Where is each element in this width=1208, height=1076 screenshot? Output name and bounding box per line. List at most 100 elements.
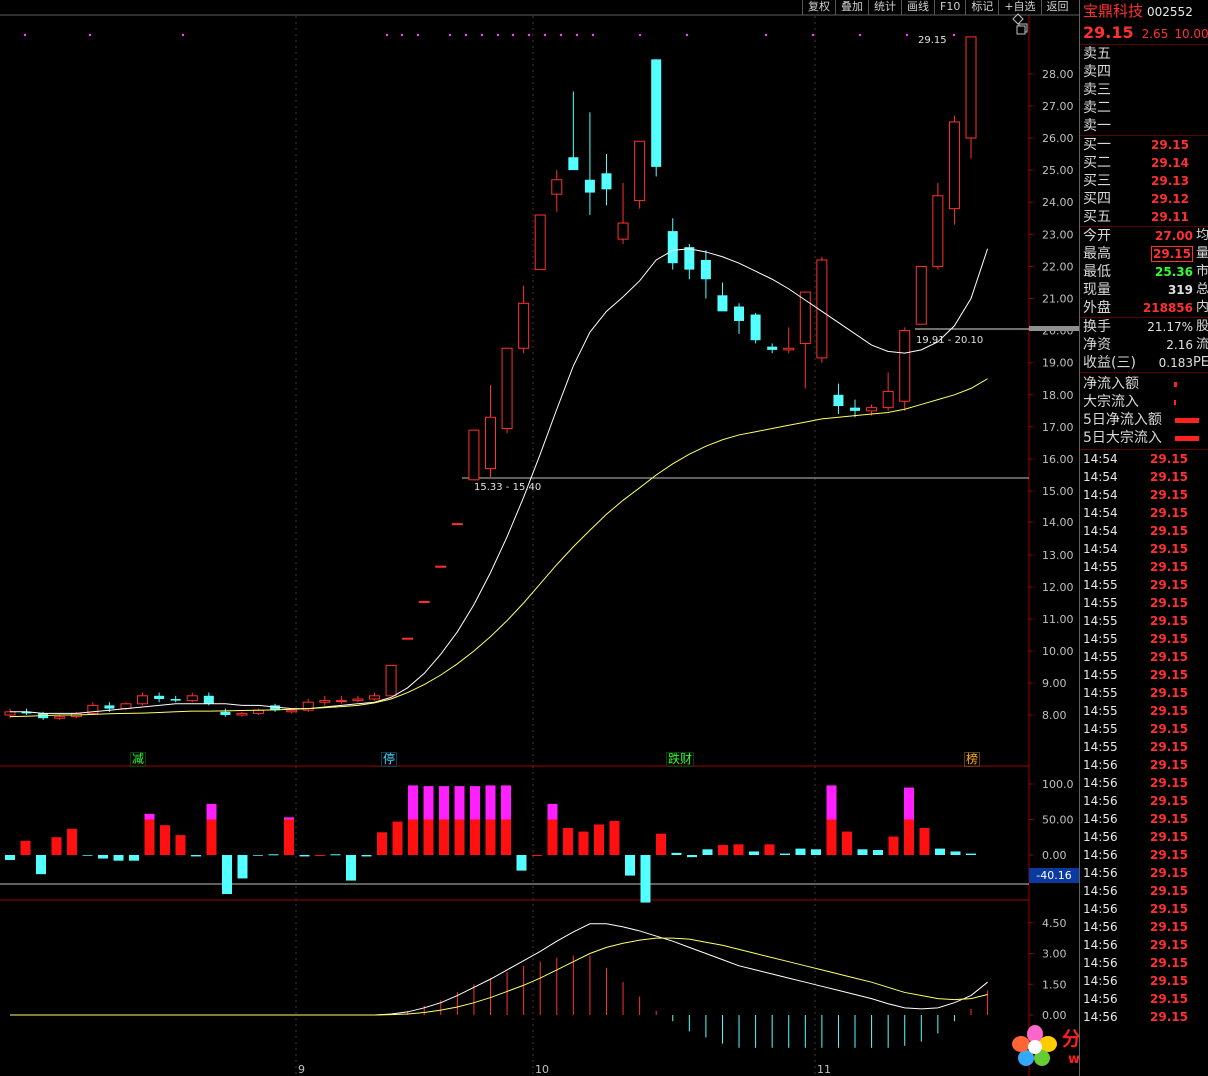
flow-label: 5日净流入额 (1083, 412, 1162, 428)
tick-time: 14:56 (1083, 992, 1118, 1006)
tick-list[interactable]: 14:54 29.15 14:54 29.15 14:54 29.15 14:54 29.15… (1080, 450, 1208, 1026)
candle-body (816, 259, 828, 359)
toolbar-mark-button[interactable]: 标记 (965, 0, 998, 15)
tick-time: 14:55 (1083, 560, 1118, 574)
macd-dea-line (10, 937, 988, 1016)
ind1-bar (36, 855, 46, 875)
tick-price: 29.15 (1150, 632, 1188, 646)
ind1-axis-label: 0.00 (1042, 849, 1067, 862)
tick-time: 14:56 (1083, 1010, 1118, 1024)
toolbar-add-watchlist-button[interactable]: +自选 (998, 0, 1040, 15)
buy-row[interactable]: 买五 29.11 (1080, 208, 1208, 226)
ind2-axis-label: 3.00 (1042, 948, 1067, 961)
tick-price: 29.15 (1150, 830, 1188, 844)
flow-row: 5日大宗流入 (1080, 429, 1208, 447)
ind1-bar (594, 824, 604, 855)
sell-row[interactable]: 卖五 (1080, 45, 1208, 63)
tick-time: 14:55 (1083, 722, 1118, 736)
candle-body (684, 247, 695, 270)
tick-row: 14:55 29.15 (1080, 630, 1208, 648)
tick-price: 29.15 (1150, 668, 1188, 682)
flow-row: 净流入额 (1080, 375, 1208, 393)
candle-body (485, 416, 496, 470)
ind1-bar (671, 852, 682, 855)
candle-body (21, 711, 32, 714)
badge-suspend[interactable]: 停 (381, 752, 398, 767)
tick-price: 29.15 (1150, 938, 1188, 952)
tick-time: 14:56 (1083, 974, 1118, 988)
candle-body (932, 195, 944, 267)
buy-label: 买四 (1083, 191, 1111, 207)
tick-row: 14:56 29.15 (1080, 936, 1208, 954)
event-dot (480, 33, 484, 37)
badge-reduce[interactable]: 减 (130, 752, 147, 767)
buy-row[interactable]: 买二 29.14 (1080, 154, 1208, 172)
quote-stats: 今开 27.00 均 最高 29.15 量 最低 25.36 市 现量 319 总 外盘 2188… (1080, 227, 1208, 318)
tick-time: 14:56 (1083, 794, 1118, 808)
price-axis-label: 26.00 (1042, 132, 1074, 145)
ind1-bar (718, 845, 728, 855)
candle-body (170, 699, 181, 701)
ind1-axis-label: 100.0 (1042, 778, 1074, 791)
candle-body (833, 394, 844, 407)
toolbar-f10-button[interactable]: F10 (934, 0, 965, 15)
tick-price: 29.15 (1150, 974, 1188, 988)
buy-row[interactable]: 买一 29.15 (1080, 136, 1208, 154)
toolbar-back-button[interactable]: 返回 (1040, 0, 1074, 15)
buy-row[interactable]: 买三 29.13 (1080, 172, 1208, 190)
ind1-bar (950, 851, 961, 855)
tick-price: 29.15 (1150, 866, 1188, 880)
tick-time: 14:55 (1083, 740, 1118, 754)
tick-row: 14:56 29.15 (1080, 972, 1208, 990)
kline-chart[interactable]: 9 10 11 28.00 27.00 26.00 25.00 24.00 23.00 22.00… (0, 0, 1079, 1076)
stat-label: 最高 (1083, 246, 1111, 262)
candle-body (435, 565, 447, 568)
toolbar-stats-button[interactable]: 统计 (868, 0, 901, 15)
tick-time: 14:56 (1083, 758, 1118, 772)
sell-row[interactable]: 卖二 (1080, 99, 1208, 117)
ind1-bar (532, 855, 542, 856)
tick-price: 29.15 (1150, 848, 1188, 862)
buy-price: 29.11 (1151, 210, 1189, 224)
stat-tail: 总 (1195, 282, 1208, 297)
stat-value: 21.17% (1147, 320, 1193, 334)
macd-dif-line (10, 923, 988, 1016)
tick-row: 14:55 29.15 (1080, 594, 1208, 612)
ind1-bar (20, 840, 31, 855)
stat-turnover: 换手 21.17% 股 (1080, 318, 1208, 336)
ind1-bar (113, 855, 124, 861)
tick-price: 29.15 (1150, 884, 1188, 898)
buy-row[interactable]: 买四 29.12 (1080, 190, 1208, 208)
quote-fundamentals: 换手 21.17% 股 净资 2.16 流 收益(三) 0.183 PE (1080, 318, 1208, 373)
toolbar-draw-button[interactable]: 画线 (901, 0, 934, 15)
ind1-bar (98, 855, 108, 859)
ind1-bar (144, 819, 155, 855)
toolbar-overlay-button[interactable]: 叠加 (835, 0, 868, 15)
ind1-bar (361, 855, 372, 857)
tick-price: 29.15 (1150, 542, 1188, 556)
ind1-bar (82, 855, 93, 856)
toolbar-restore-button[interactable]: 复权 (802, 0, 835, 15)
badge-ranking[interactable]: 榜 (964, 752, 981, 767)
sell-row[interactable]: 卖三 (1080, 81, 1208, 99)
sell-row[interactable]: 卖一 (1080, 117, 1208, 135)
badge-fall-finance[interactable]: 跌财 (666, 752, 695, 767)
candle-body (270, 705, 281, 711)
ind1-bar-top (547, 803, 558, 820)
tick-row: 14:56 29.15 (1080, 864, 1208, 882)
stat-value: 0.183 (1158, 356, 1193, 370)
candle-body (54, 716, 66, 719)
tick-price: 29.15 (1150, 920, 1188, 934)
candle-body (402, 637, 414, 640)
event-dot (385, 33, 389, 37)
high-price-label: 29.15 (918, 35, 947, 46)
candle-body (137, 695, 149, 705)
tick-time: 14:55 (1083, 668, 1118, 682)
sell-row[interactable]: 卖四 (1080, 63, 1208, 81)
stat-label: 现量 (1083, 282, 1111, 298)
ind1-bar (222, 855, 232, 895)
ind1-bar-top (904, 787, 914, 820)
tick-time: 14:54 (1083, 470, 1118, 484)
price-change-pct: 10.00 (1174, 27, 1208, 41)
stock-name: 宝鼎科技 (1083, 2, 1144, 20)
